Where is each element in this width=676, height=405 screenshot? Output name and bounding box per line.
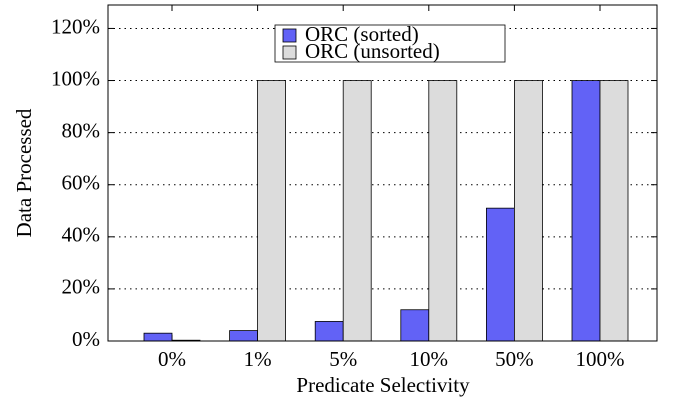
- y-tick-label: 80%: [62, 118, 101, 142]
- bar: [314, 321, 344, 342]
- x-tick-label: 0%: [158, 347, 186, 371]
- x-tick-label: 50%: [495, 347, 534, 371]
- bar: [599, 80, 629, 342]
- bar: [514, 80, 543, 342]
- bar: [342, 80, 372, 342]
- x-tick-label: 5%: [329, 347, 357, 371]
- legend-swatch: [282, 28, 297, 43]
- bar: [571, 80, 601, 342]
- x-tick-label: 1%: [244, 347, 272, 371]
- y-tick-label: 20%: [62, 275, 101, 299]
- plot-frame: [107, 4, 658, 342]
- legend-swatch: [282, 45, 297, 60]
- bar: [143, 332, 173, 342]
- y-tick-label: 100%: [51, 66, 100, 90]
- y-tick-label: 40%: [62, 223, 101, 247]
- bar: [400, 309, 430, 342]
- y-tick-label: 60%: [62, 171, 101, 195]
- x-tick-label: 10%: [410, 347, 449, 371]
- y-tick-label: 120%: [51, 14, 100, 38]
- y-axis-label: Data Processed: [12, 108, 36, 237]
- y-tick-label: 0%: [72, 327, 100, 351]
- x-axis-label: Predicate Selectivity: [296, 373, 470, 397]
- legend-box: [274, 24, 506, 63]
- bar: [485, 207, 515, 342]
- bar: [229, 330, 259, 342]
- bar: [257, 80, 287, 342]
- x-tick-label: 100%: [576, 347, 625, 371]
- bar: [428, 80, 458, 342]
- legend-label: ORC (unsorted): [305, 39, 440, 63]
- legend-label: ORC (sorted): [305, 22, 419, 46]
